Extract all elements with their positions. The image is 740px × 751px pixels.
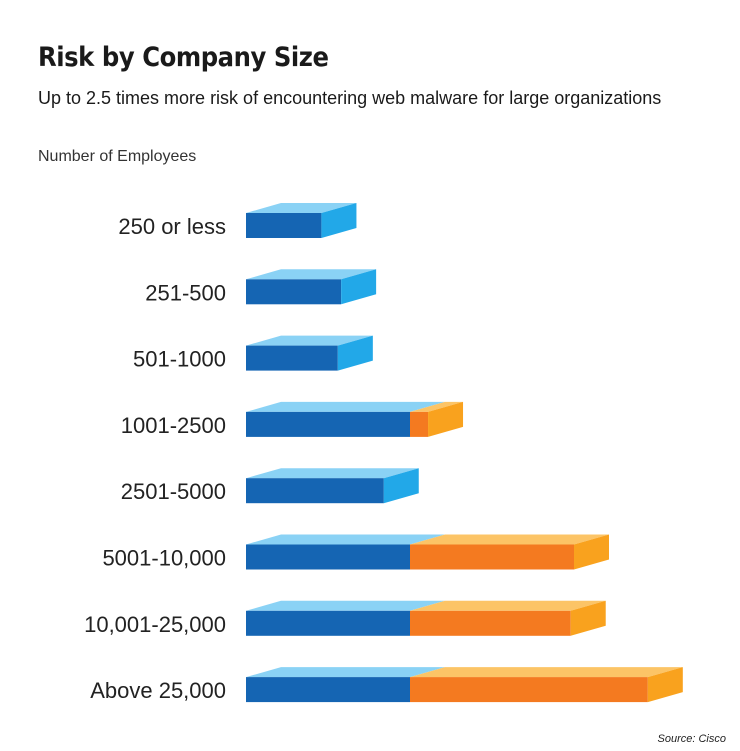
bar-baseline — [246, 279, 342, 305]
bar-top-face-baseline — [246, 269, 377, 280]
bar-side-face — [341, 269, 377, 305]
bar-baseline — [246, 411, 410, 437]
bar-side-face — [647, 667, 683, 703]
bar-side-face — [337, 335, 373, 371]
bar-side-face — [383, 468, 419, 504]
bar-baseline — [246, 345, 338, 371]
category-label: 1001-2500 — [121, 413, 226, 438]
category-label: 250 or less — [118, 214, 226, 239]
bar-additional — [410, 677, 648, 703]
bar-top-face-baseline — [246, 468, 419, 479]
bar-top-face-baseline — [246, 203, 357, 213]
bar-top-face-baseline — [246, 534, 445, 545]
source-note: Source: Cisco — [657, 733, 726, 745]
bar-additional — [410, 411, 428, 437]
bar-top-face-additional — [410, 667, 683, 678]
bar-baseline — [246, 610, 410, 636]
category-label: Above 25,000 — [90, 678, 226, 703]
bar-top-face-additional — [410, 600, 606, 611]
bar-baseline — [246, 544, 410, 570]
bar-side-face — [574, 534, 609, 570]
category-label: 10,001-25,000 — [84, 612, 226, 637]
bar-side-face — [321, 203, 357, 238]
bar-top-face-additional — [410, 401, 464, 412]
bar-side-face — [428, 401, 464, 437]
chart-title: Risk by Company Size — [38, 42, 329, 73]
bar-top-face-baseline — [246, 335, 373, 346]
category-label: 251-500 — [145, 280, 226, 305]
bar-baseline — [246, 677, 410, 703]
bar-top-face-additional — [410, 534, 609, 545]
bar-side-face — [570, 600, 606, 636]
bar-baseline — [246, 478, 384, 504]
category-label: 501-1000 — [133, 347, 226, 372]
bar-top-face-baseline — [246, 667, 445, 678]
bar-top-face-baseline — [246, 401, 445, 412]
bar-top-face-baseline — [246, 600, 445, 611]
category-label: 5001-10,000 — [102, 546, 226, 571]
chart-subtitle: Up to 2.5 times more risk of encounterin… — [38, 88, 662, 108]
y-axis-title: Number of Employees — [38, 148, 197, 165]
bar-additional — [410, 544, 574, 570]
bar-additional — [410, 610, 571, 636]
bar-baseline — [246, 213, 322, 238]
category-label: 2501-5000 — [121, 479, 226, 504]
